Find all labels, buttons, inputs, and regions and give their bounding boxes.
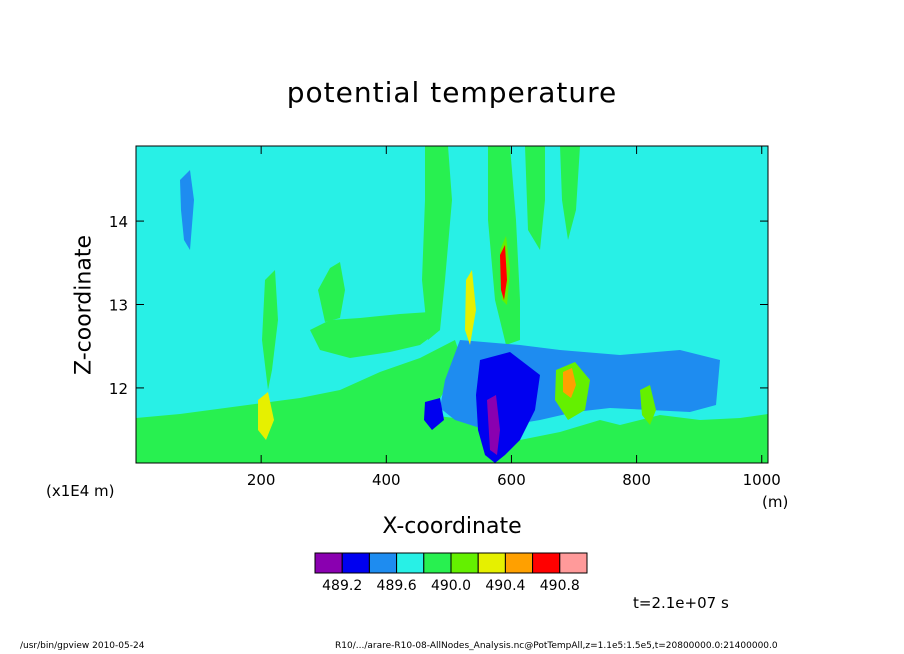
y-tick-label: 12 (109, 380, 128, 398)
colorbar-swatch (532, 552, 561, 574)
contour-region (180, 170, 194, 250)
chart-title: potential temperature (286, 76, 618, 109)
contour-region (422, 146, 452, 340)
colorbar-swatch (559, 552, 588, 574)
time-label: t=2.1e+07 s (633, 594, 729, 612)
colorbar-swatch (423, 552, 452, 574)
colorbar-label: 490.4 (485, 578, 525, 594)
plot-area (136, 146, 768, 463)
colorbar-label: 489.2 (322, 578, 362, 594)
y-ticks: 12 13 14 (109, 213, 768, 398)
contour-region (424, 398, 444, 430)
contour-region (563, 368, 576, 398)
x-tick-label: 200 (247, 471, 276, 489)
x-unit-label: (m) (762, 493, 789, 511)
colorbar-swatch (504, 552, 534, 574)
y-tick-label: 13 (109, 297, 128, 315)
colorbar-label: 490.0 (431, 578, 471, 594)
y-scale-label: (x1E4 m) (46, 482, 115, 500)
colorbar-swatch (477, 552, 506, 574)
contour-region (310, 312, 440, 358)
x-tick-label: 800 (622, 471, 651, 489)
contour-region (560, 146, 580, 240)
contour-region (136, 340, 768, 463)
colorbar-swatch (450, 552, 479, 574)
contour-region (262, 270, 278, 390)
colorbar-swatch (314, 552, 343, 574)
colorbar-label: 490.8 (540, 578, 580, 594)
contour-region (500, 245, 507, 300)
x-tick-label: 400 (372, 471, 401, 489)
field-shapes (136, 146, 768, 463)
contour-region (318, 262, 345, 322)
footer-command: /usr/bin/gpview 2010-05-24 (20, 641, 145, 651)
contour-region (525, 146, 545, 250)
contour-region (640, 385, 656, 425)
y-tick-label: 14 (109, 213, 128, 231)
colorbar-swatch (368, 552, 398, 574)
x-ticks: 200 400 600 800 1000 (247, 146, 781, 489)
colorbar-swatch (396, 552, 425, 574)
x-tick-label: 600 (497, 471, 526, 489)
footer-source: R10/.../arare-R10-08-AllNodes_Analysis.n… (335, 641, 778, 651)
x-tick-label: 1000 (743, 471, 781, 489)
colorbar: 489.2 489.6 490.0 490.4 490.8 (314, 552, 588, 594)
colorbar-swatch (341, 552, 370, 574)
contour-region (258, 392, 274, 440)
colorbar-label: 489.6 (377, 578, 417, 594)
x-axis-label: X-coordinate (382, 514, 522, 539)
contour-region (465, 270, 476, 345)
contour-region (487, 395, 500, 455)
